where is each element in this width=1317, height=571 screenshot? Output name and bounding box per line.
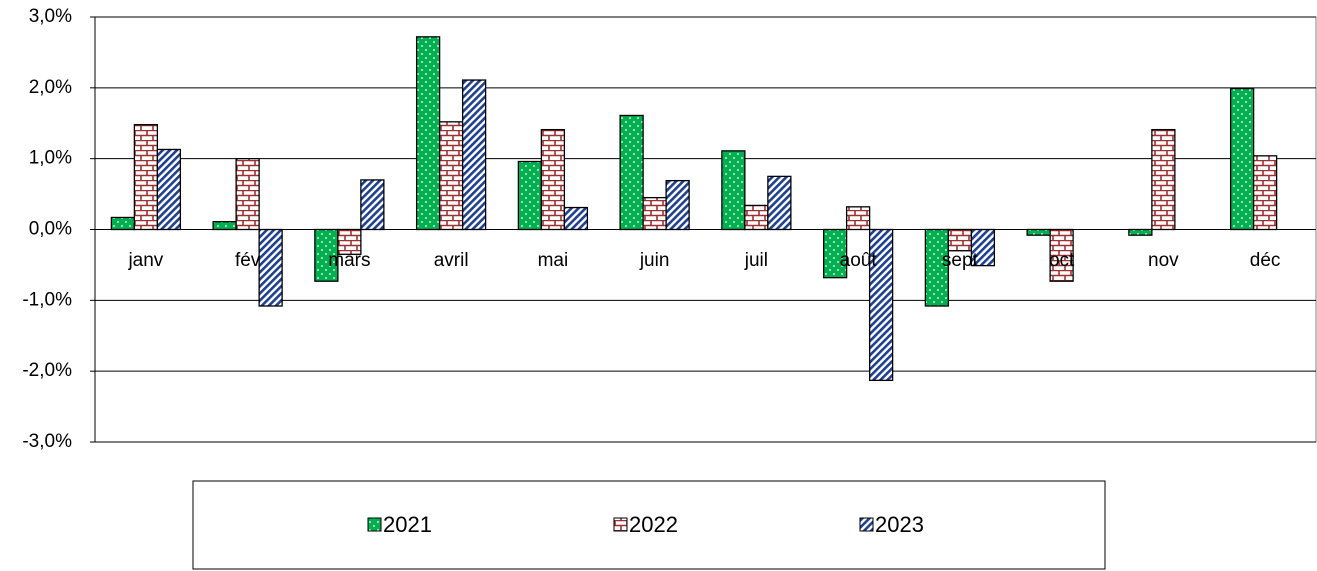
bar <box>1128 228 1153 236</box>
x-tick-label: juil <box>744 250 768 271</box>
bar <box>461 79 487 231</box>
y-tick-label: 1,0% <box>29 148 72 169</box>
x-tick-label: fév <box>235 250 261 271</box>
legend-swatch <box>367 517 382 532</box>
bar <box>540 128 566 231</box>
x-tick-label: mars <box>328 250 370 271</box>
bar <box>235 158 260 231</box>
bar <box>665 179 690 231</box>
y-tick-label: 2,0% <box>29 77 72 98</box>
bar <box>156 148 182 231</box>
bar <box>1252 155 1278 231</box>
y-tick-label: -1,0% <box>22 289 72 310</box>
bar <box>258 228 283 307</box>
y-tick-label: -3,0% <box>22 431 72 452</box>
bar <box>1026 228 1051 236</box>
x-tick-label: nov <box>1148 250 1179 271</box>
x-tick-label: mai <box>538 250 569 271</box>
bar <box>619 114 644 231</box>
bar <box>133 124 159 231</box>
bar <box>744 204 769 231</box>
legend-label: 2023 <box>875 512 924 537</box>
x-tick-label: oct <box>1049 250 1075 271</box>
y-tick-label: 0,0% <box>29 219 72 240</box>
bar <box>947 228 973 252</box>
bar <box>563 206 589 231</box>
x-tick-label: déc <box>1250 250 1281 271</box>
x-tick-label: avril <box>434 250 469 271</box>
y-tick-label: -2,0% <box>22 360 72 381</box>
legend-swatch <box>859 517 874 532</box>
x-tick-label: janv <box>127 250 163 271</box>
x-tick-label: août <box>840 250 878 271</box>
legend <box>192 480 1106 570</box>
y-tick-label: 3,0% <box>29 6 72 27</box>
bar <box>360 179 385 231</box>
bar <box>845 206 871 231</box>
bar <box>1229 87 1255 231</box>
bar <box>212 221 237 231</box>
legend-label: 2021 <box>383 512 432 537</box>
bar <box>110 216 136 231</box>
legend-swatch <box>613 517 628 532</box>
x-tick-label: juin <box>639 250 670 271</box>
bar <box>767 175 792 231</box>
legend-label: 2022 <box>629 512 678 537</box>
bar <box>517 160 543 231</box>
bar <box>415 36 441 231</box>
x-tick-label: sept <box>942 250 979 271</box>
bar <box>438 121 464 231</box>
bar <box>721 150 746 231</box>
bar <box>1151 128 1176 231</box>
bar <box>642 196 667 231</box>
